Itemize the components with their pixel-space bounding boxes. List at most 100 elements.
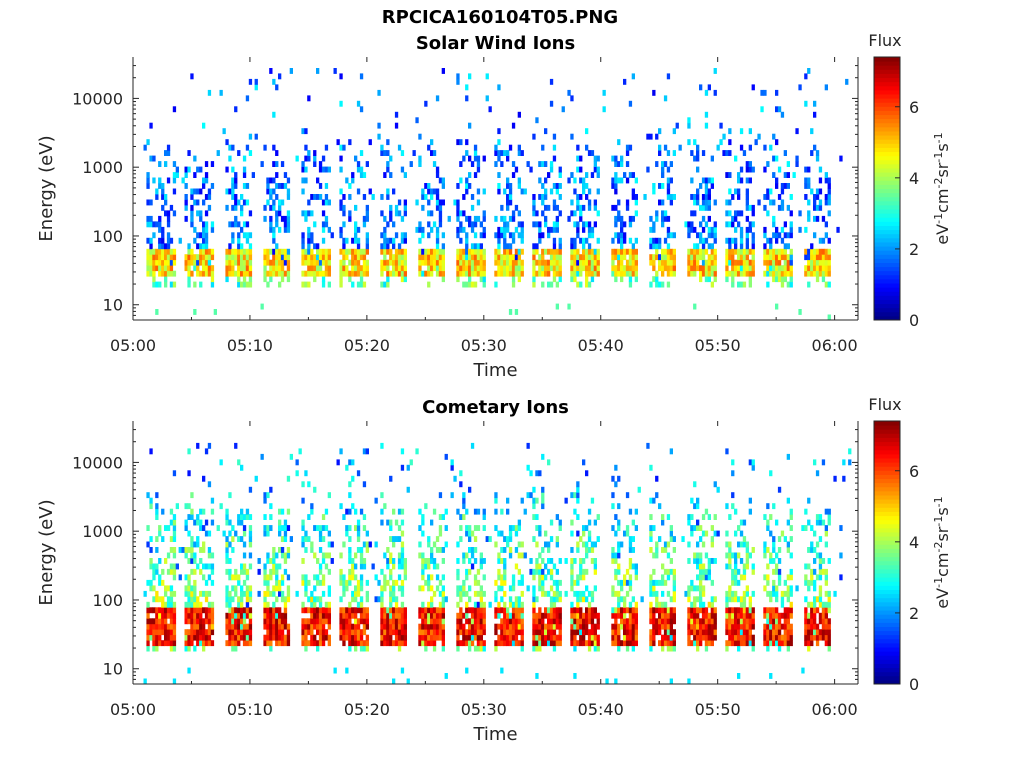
spectrogram-cell [275,161,279,167]
spectrogram-cell [704,623,709,630]
spectrogram-cell [772,585,776,592]
spectrogram-cell [301,248,305,255]
spectrogram-cell [696,640,700,647]
spectrogram-cell [339,276,343,283]
spectrogram-cell [544,574,548,581]
spectrogram-cell [585,270,589,277]
spectrogram-cell [807,585,811,592]
colorbar-segment [874,180,900,185]
spectrogram-cell [696,525,700,531]
spectrogram-cell [541,497,545,504]
spectrogram-cell [193,590,197,597]
spectrogram-cell [362,194,367,200]
spectrogram-cell [304,259,308,266]
spectrogram-cell [514,563,519,570]
spectrogram-cell [158,596,162,603]
spectrogram-cell [456,139,460,146]
spectrogram-cell [435,172,440,178]
spectrogram-cell [248,536,253,542]
spectrogram-cell [432,161,437,167]
spectrogram-cell [459,618,463,625]
spectrogram-cell [780,601,785,608]
spectrogram-cell [772,623,776,630]
spectrogram-cell [739,574,744,581]
spectrogram-cell [345,623,349,630]
spectrogram-cell [652,585,656,592]
spectrogram-cell [204,248,209,255]
spectrogram-cell [596,254,600,261]
spectrogram-cell [359,172,364,178]
spectrogram-cell [707,640,711,647]
spectrogram-cell [257,568,261,575]
spectrogram-cell [245,585,250,592]
spectrogram-cell [538,563,542,570]
spectrogram-cell [468,525,472,531]
spectrogram-cell [745,226,749,233]
spectrogram-cell [196,243,200,250]
spectrogram-cell [500,270,504,277]
spectrogram-cell [517,265,521,272]
spectrogram-cell [576,612,580,619]
spectrogram-cell [313,243,317,250]
spectrogram-cell [713,226,717,233]
spectrogram-cell [620,226,624,233]
spectrogram-cell [231,232,235,239]
spectrogram-cell [365,232,369,239]
spectrogram-cell [625,579,630,586]
spectrogram-cell [541,486,545,493]
spectrogram-cell [304,634,308,641]
spectrogram-cell [438,259,443,266]
spectrogram-cell [280,612,285,619]
spectrogram-cell [804,270,808,277]
spectrogram-cell [620,254,624,261]
spectrogram-cell [359,248,364,255]
spectrogram-cell [196,442,200,449]
spectrogram-cell [728,552,732,559]
spectrogram-cell [821,237,826,244]
spectrogram-cell [172,519,177,526]
spectrogram-cell [497,259,501,266]
spectrogram-cell [456,78,460,85]
spectrogram-cell [280,199,285,206]
spectrogram-cell [351,254,355,261]
spectrogram-cell [506,194,510,200]
spectrogram-cell [728,607,732,614]
spectrogram-cell [549,248,554,255]
spectrogram-cell [158,607,162,614]
spectrogram-cell [558,248,562,255]
spectrogram-cell [248,232,253,239]
spectrogram-cell [193,226,197,233]
spectrogram-cell [210,254,215,261]
spectrogram-cell [658,237,662,244]
spectrogram-cell [824,194,828,200]
spectrogram-cell [541,590,545,597]
spectrogram-cell [149,215,153,222]
spectrogram-cell [383,259,387,266]
spectrogram-cell [356,519,361,526]
spectrogram-cell [739,640,744,647]
spectrogram-cell [237,150,241,156]
spectrogram-cell [541,623,545,630]
spectrogram-cell [745,618,749,625]
spectrogram-cell [555,568,559,575]
spectrogram-cell [763,270,767,277]
spectrogram-cell [476,188,481,195]
spectrogram-cell [547,618,551,625]
spectrogram-cell [400,519,405,526]
spectrogram-cell [494,579,498,586]
spectrogram-cell [178,574,182,581]
spectrogram-cell [342,623,346,630]
spectrogram-cell [479,634,483,641]
spectrogram-cell [810,248,814,255]
spectrogram-cell [617,254,621,261]
spectrogram-cell [687,259,691,266]
spectrogram-cell [339,629,343,636]
spectrogram-cell [356,590,361,597]
spectrogram-cell [570,199,574,206]
spectrogram-cell [813,601,817,608]
spectrogram-cell [532,536,536,542]
spectrogram-cell [701,150,706,156]
spectrogram-cell [535,117,539,124]
spectrogram-cell [456,574,460,581]
spectrogram-cell [728,254,732,261]
